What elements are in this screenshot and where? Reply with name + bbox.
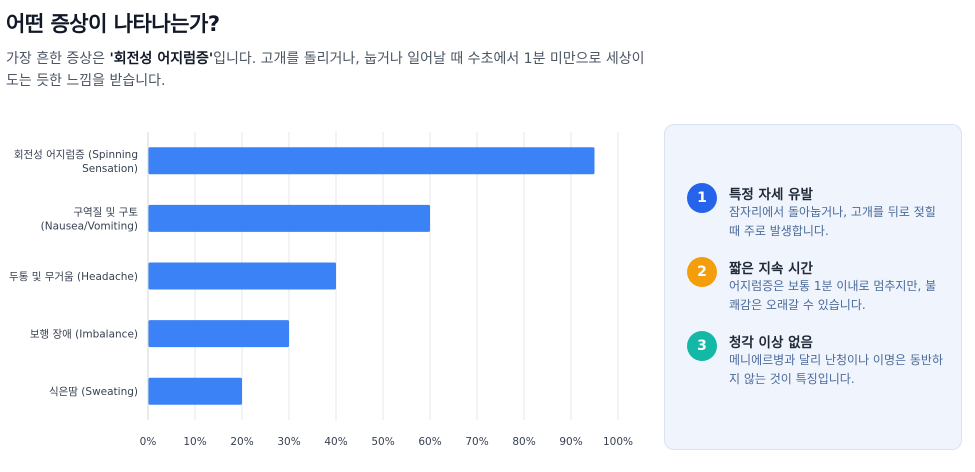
x-tick-label: 100% xyxy=(603,436,633,448)
subtitle-text-pre: 가장 흔한 증상은 xyxy=(6,51,110,67)
bar xyxy=(148,377,242,405)
x-tick-label: 10% xyxy=(183,436,206,448)
x-tick-label: 70% xyxy=(465,436,488,448)
category-label: 구역질 및 구토 (Nausea/Vomiting) xyxy=(41,206,139,232)
subtitle-text-post: 입니다. 고개를 돌리거나, 눕거나 일어날 때 수초에서 1분 미만으로 세상… xyxy=(6,51,645,89)
info-item-description: 어지럼증은 보통 1분 이내로 멈추지만, 불쾌감은 오래갈 수 있습니다. xyxy=(729,279,937,312)
number-badge: 1 xyxy=(687,183,717,213)
bar xyxy=(148,320,289,348)
x-tick-label: 20% xyxy=(230,436,253,448)
category-label: 식은땀 (Sweating) xyxy=(49,386,138,398)
bar xyxy=(148,262,336,290)
info-item-title: 짧은 지속 시간 xyxy=(729,261,813,277)
page-subtitle: 가장 흔한 증상은 '회전성 어지럼증'입니다. 고개를 돌리거나, 눕거나 일… xyxy=(6,48,646,92)
x-tick-label: 0% xyxy=(140,436,157,448)
number-badge: 2 xyxy=(687,257,717,287)
category-label: 보행 장애 (Imbalance) xyxy=(30,329,138,341)
x-tick-label: 50% xyxy=(371,436,394,448)
info-item-description: 메니에르병과 달리 난청이나 이명은 동반하지 않는 것이 특징입니다. xyxy=(729,353,943,386)
page-title: 어떤 증상이 나타나는가? xyxy=(6,12,220,36)
category-label: 두통 및 무거움 (Headache) xyxy=(9,271,138,283)
bar xyxy=(148,204,430,232)
x-tick-label: 60% xyxy=(418,436,441,448)
info-item-description: 잠자리에서 돌아눕거나, 고개를 뒤로 젖힐 때 주로 발생합니다. xyxy=(729,205,936,238)
x-tick-label: 40% xyxy=(324,436,347,448)
symptom-bar-chart: 0% 10% 20% 30% 40% 50% 60% 70% 80% 90% 100% 회전성 어지럼… xyxy=(9,132,633,448)
number-badge: 3 xyxy=(687,331,717,361)
category-label: 회전성 어지럼증 (Spinning Sensation) xyxy=(14,148,138,175)
bar xyxy=(148,147,595,175)
x-tick-label: 90% xyxy=(559,436,582,448)
x-tick-label: 30% xyxy=(277,436,300,448)
subtitle-highlight: '회전성 어지럼증' xyxy=(109,51,214,67)
info-item-title: 특정 자세 유발 xyxy=(729,187,813,203)
x-tick-label: 80% xyxy=(512,436,535,448)
info-card: 1 특정 자세 유발 잠자리에서 돌아눕거나, 고개를 뒤로 젖힐 때 주로 발… xyxy=(664,124,962,450)
info-item-title: 청각 이상 없음 xyxy=(729,335,813,351)
